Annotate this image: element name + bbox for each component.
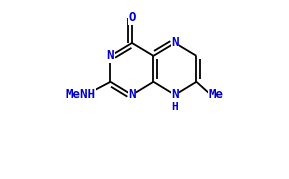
Text: MeNH: MeNH — [65, 88, 95, 101]
Text: N: N — [107, 49, 114, 62]
Text: H: H — [172, 102, 178, 112]
Text: N: N — [128, 88, 136, 101]
Text: O: O — [128, 11, 136, 24]
Text: N: N — [171, 37, 179, 49]
Text: Me: Me — [209, 88, 224, 101]
Text: N: N — [171, 88, 179, 101]
Text: N: N — [171, 88, 179, 101]
